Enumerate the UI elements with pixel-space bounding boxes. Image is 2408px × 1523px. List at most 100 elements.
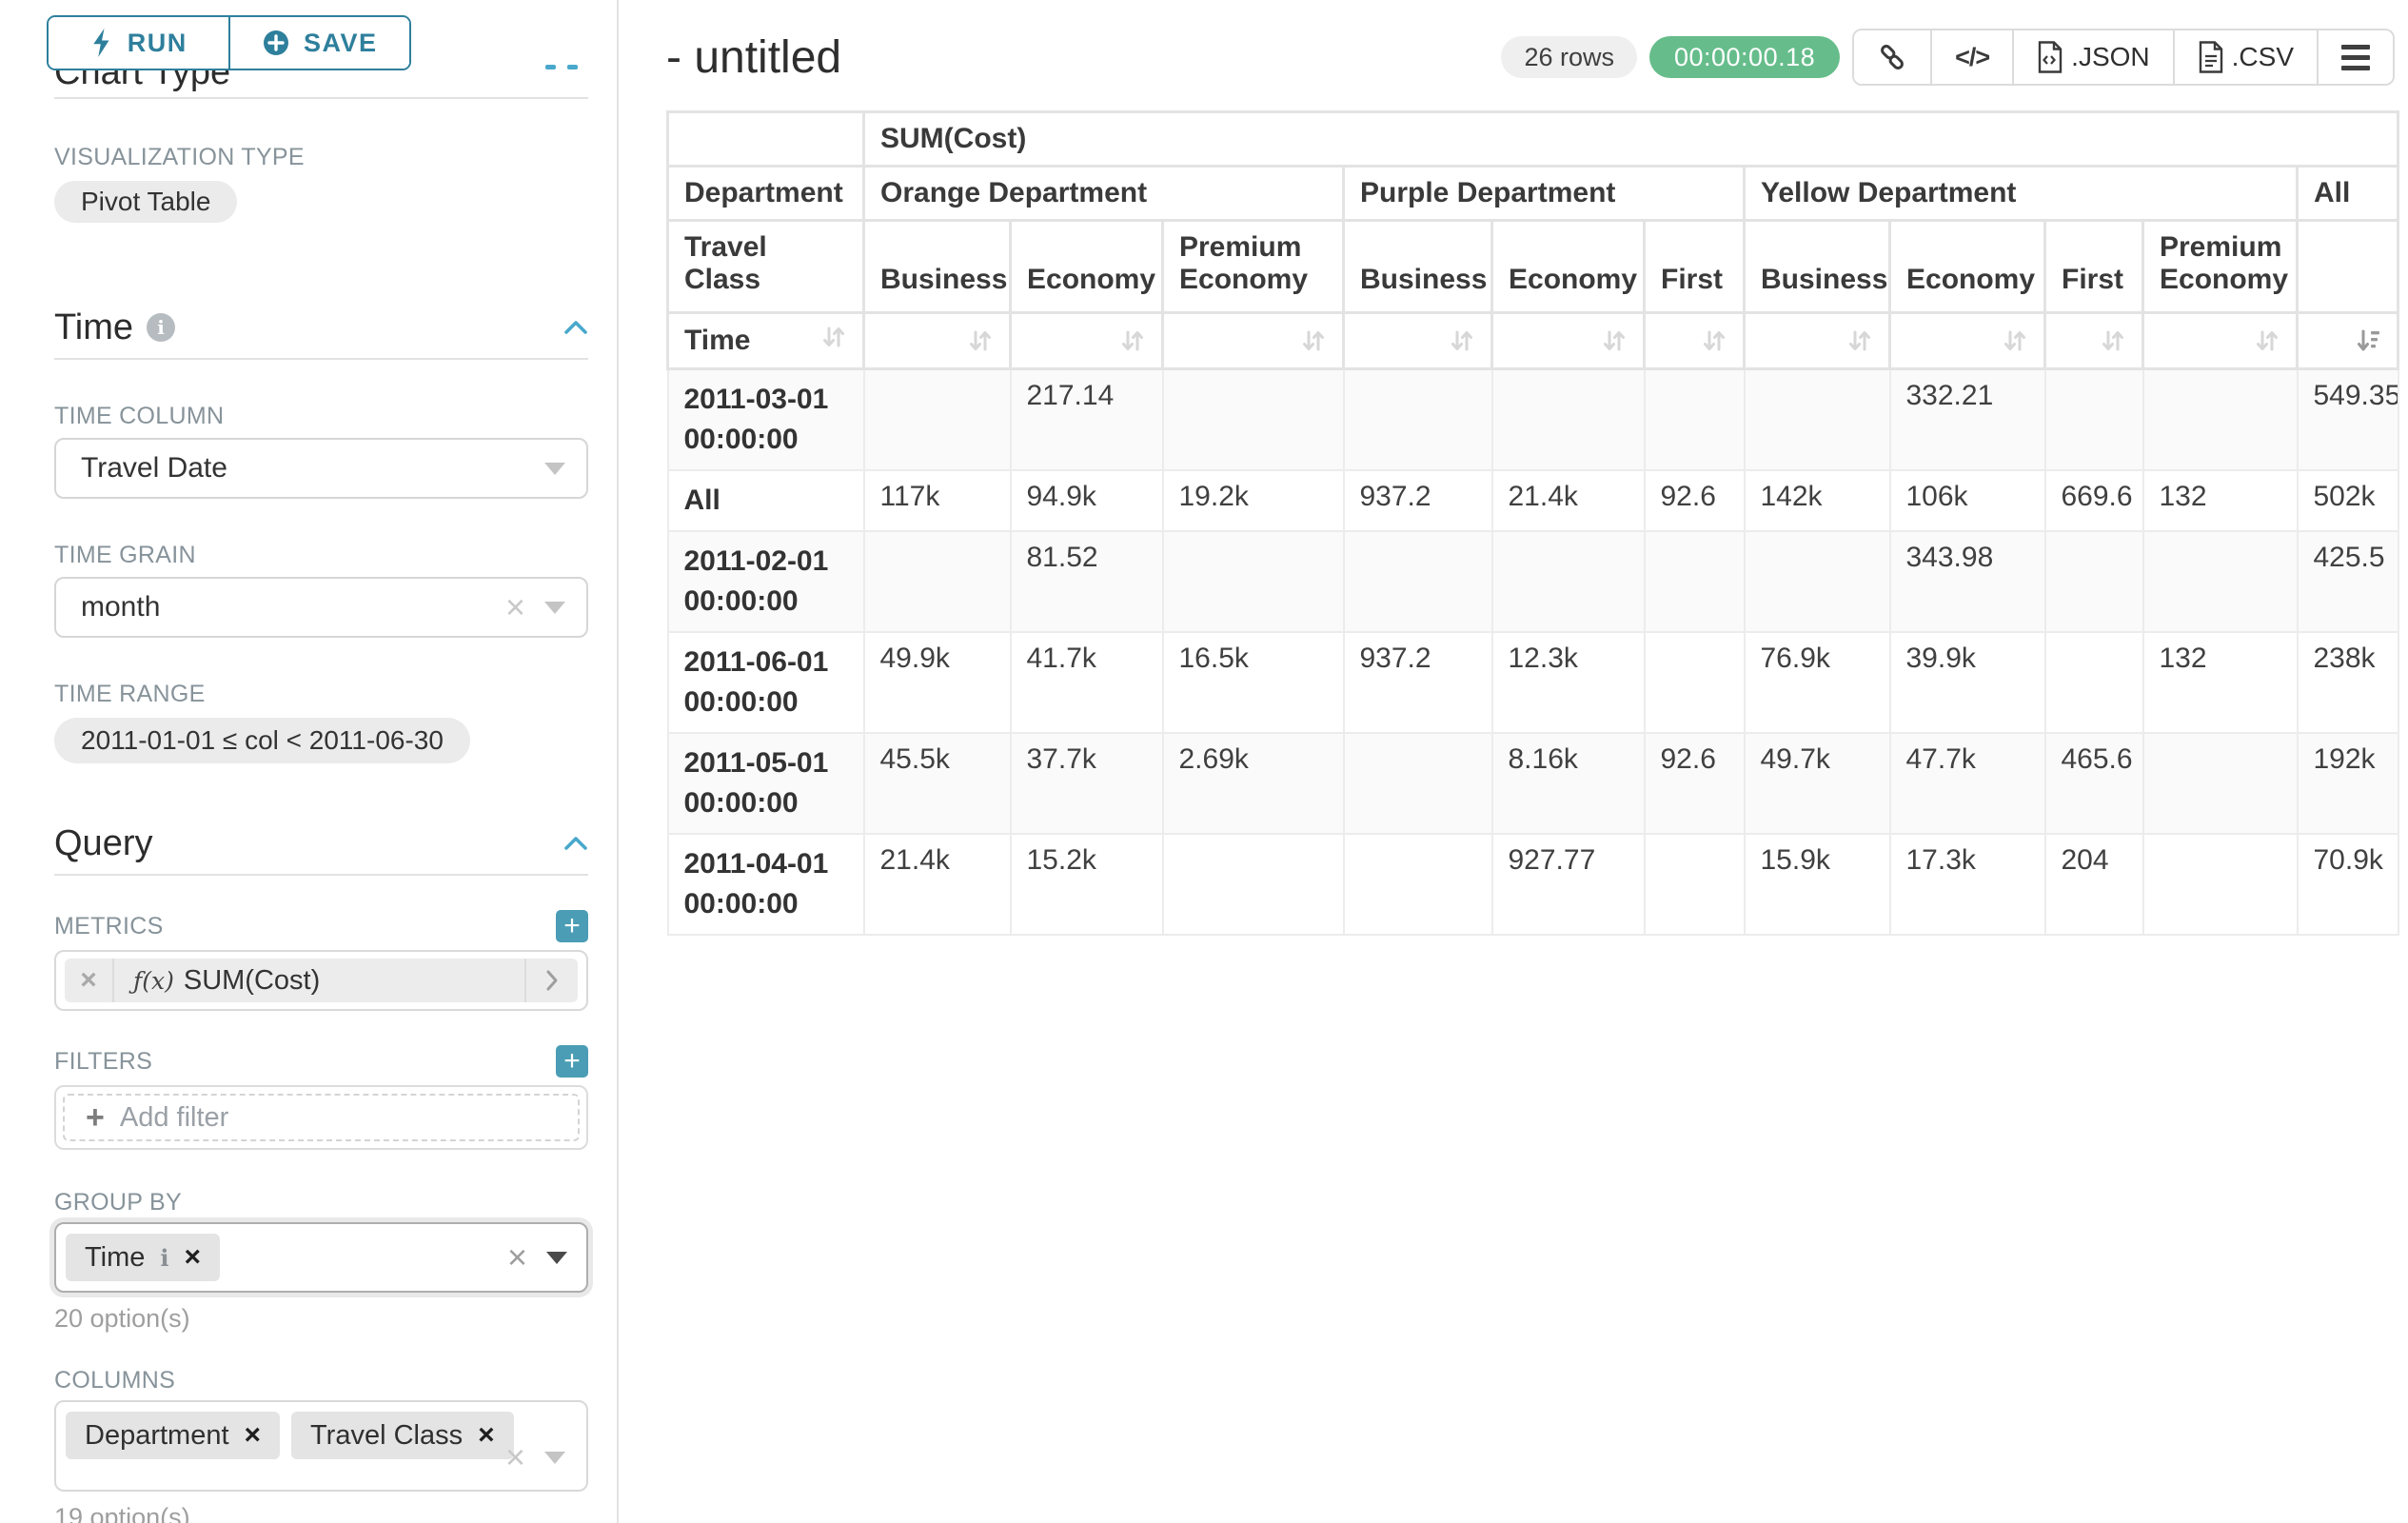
- explore-page: RUN SAVE Chart Type VISUALIZATION TYPE P…: [0, 0, 2408, 1523]
- table-row: 2011-06-01 00:00:0049.9k41.7k16.5k937.21…: [668, 632, 2398, 733]
- value-cell: 8.16k: [1492, 733, 1645, 834]
- sort-toggle[interactable]: [2143, 313, 2298, 369]
- row-label: 2011-02-01 00:00:00: [668, 531, 864, 632]
- time-row-label-cell[interactable]: Time: [668, 313, 864, 369]
- columns-select[interactable]: Department × Travel Class × ×: [54, 1400, 588, 1492]
- time-column-label: TIME COLUMN: [54, 402, 588, 430]
- table-row: 2011-02-01 00:00:0081.52343.98425.5: [668, 531, 2398, 632]
- value-cell: [864, 531, 1011, 632]
- clear-icon[interactable]: ×: [505, 1440, 525, 1474]
- value-cell: 16.5k: [1163, 632, 1344, 733]
- time-range-pill[interactable]: 2011-01-01 ≤ col < 2011-06-30: [54, 718, 470, 763]
- travel-class-column-header: Premium Economy: [2143, 221, 2298, 313]
- more-options-button[interactable]: [2317, 30, 2393, 84]
- value-cell: 94.9k: [1011, 470, 1163, 531]
- value-cell: 76.9k: [1745, 632, 1890, 733]
- save-button[interactable]: SAVE: [230, 17, 410, 69]
- sort-toggle[interactable]: [864, 313, 1011, 369]
- group-by-chip[interactable]: Time i ×: [66, 1234, 220, 1281]
- chevron-up-icon[interactable]: [563, 320, 588, 335]
- json-file-icon: [2037, 41, 2063, 73]
- export-json-label: .JSON: [2071, 42, 2149, 72]
- remove-chip-icon[interactable]: ×: [245, 1419, 262, 1452]
- value-cell: 425.5: [2298, 531, 2398, 632]
- remove-chip-icon[interactable]: ×: [478, 1419, 495, 1452]
- value-cell: [2143, 733, 2298, 834]
- value-cell: [1492, 531, 1645, 632]
- value-cell: 2.69k: [1163, 733, 1344, 834]
- value-cell: [1163, 531, 1344, 632]
- filters-label: FILTERS: [54, 1047, 152, 1076]
- group-by-chip-label: Time: [85, 1242, 145, 1274]
- sort-toggle[interactable]: [1344, 313, 1492, 369]
- time-grain-select[interactable]: month ×: [54, 577, 588, 638]
- value-cell: 81.52: [1011, 531, 1163, 632]
- value-cell: 19.2k: [1163, 470, 1344, 531]
- value-cell: [2143, 531, 2298, 632]
- metric-header-row: SUM(Cost): [668, 112, 2398, 167]
- metric-chip[interactable]: × ƒ(x) SUM(Cost): [65, 959, 578, 1002]
- add-filter-plus-button[interactable]: +: [556, 1045, 588, 1078]
- save-button-label: SAVE: [304, 29, 378, 58]
- share-link-button[interactable]: [1854, 30, 1930, 84]
- value-cell: 192k: [2298, 733, 2398, 834]
- clear-icon[interactable]: ×: [505, 590, 525, 624]
- travel-class-column-header: First: [2045, 221, 2143, 313]
- time-grain-value: month: [81, 591, 505, 623]
- plus-icon: +: [86, 1101, 105, 1134]
- value-cell: [2045, 632, 2143, 733]
- clear-icon[interactable]: ×: [507, 1240, 527, 1275]
- run-button[interactable]: RUN: [49, 17, 230, 69]
- sort-toggle[interactable]: [2298, 313, 2398, 369]
- travel-class-header-row: Travel Class BusinessEconomyPremium Econ…: [668, 221, 2398, 313]
- expand-metric-button[interactable]: [524, 959, 578, 1002]
- sort-toggle[interactable]: [1492, 313, 1645, 369]
- columns-chip[interactable]: Department ×: [66, 1412, 280, 1459]
- travel-class-column-header: Economy: [1011, 221, 1163, 313]
- add-filter-button[interactable]: + Add filter: [63, 1094, 580, 1141]
- group-by-select[interactable]: Time i × ×: [54, 1222, 588, 1293]
- remove-metric-icon[interactable]: ×: [65, 959, 114, 1002]
- sort-toggle[interactable]: [1011, 313, 1163, 369]
- chart-title[interactable]: - untitled: [666, 31, 841, 84]
- value-cell: 15.9k: [1745, 834, 1890, 935]
- sort-toggle[interactable]: [1645, 313, 1745, 369]
- sort-icon: [2100, 327, 2126, 354]
- chevron-down-icon: [546, 1252, 567, 1264]
- chevron-up-icon[interactable]: [563, 836, 588, 851]
- view-query-button[interactable]: </>: [1930, 30, 2012, 84]
- department-column-header: All: [2298, 167, 2398, 221]
- value-cell: [1163, 369, 1344, 471]
- metrics-label: METRICS: [54, 912, 164, 940]
- table-row: 2011-04-01 00:00:0021.4k15.2k927.7715.9k…: [668, 834, 2398, 935]
- value-cell: [1163, 834, 1344, 935]
- table-row: 2011-03-01 00:00:00217.14332.21549.35: [668, 369, 2398, 471]
- value-cell: 15.2k: [1011, 834, 1163, 935]
- travel-class-column-header: Economy: [1492, 221, 1645, 313]
- value-cell: 132: [2143, 470, 2298, 531]
- value-cell: 39.9k: [1890, 632, 2045, 733]
- remove-chip-icon[interactable]: ×: [185, 1241, 202, 1274]
- sort-descending-icon: [2355, 327, 2381, 354]
- columns-chip-label: Travel Class: [310, 1420, 463, 1452]
- sort-toggle[interactable]: [1890, 313, 2045, 369]
- value-cell: 12.3k: [1492, 632, 1645, 733]
- columns-chip[interactable]: Travel Class ×: [291, 1412, 514, 1459]
- time-column-select[interactable]: Travel Date: [54, 438, 588, 499]
- sort-toggle[interactable]: [1163, 313, 1344, 369]
- sort-toggle[interactable]: [2045, 313, 2143, 369]
- sort-toggle[interactable]: [1745, 313, 1890, 369]
- department-row-label: Department: [668, 167, 864, 221]
- export-json-button[interactable]: .JSON: [2012, 30, 2172, 84]
- add-metric-button[interactable]: +: [556, 910, 588, 942]
- export-csv-button[interactable]: .CSV: [2173, 30, 2317, 84]
- value-cell: 37.7k: [1011, 733, 1163, 834]
- department-header-row: Department Orange DepartmentPurple Depar…: [668, 167, 2398, 221]
- time-column-value: Travel Date: [81, 452, 544, 485]
- visualization-type-pill[interactable]: Pivot Table: [54, 181, 237, 223]
- travel-class-column-header: Business: [864, 221, 1011, 313]
- value-cell: 49.9k: [864, 632, 1011, 733]
- sort-icon: [1300, 327, 1327, 354]
- plus-circle-icon: [262, 29, 290, 57]
- value-cell: [1344, 733, 1492, 834]
